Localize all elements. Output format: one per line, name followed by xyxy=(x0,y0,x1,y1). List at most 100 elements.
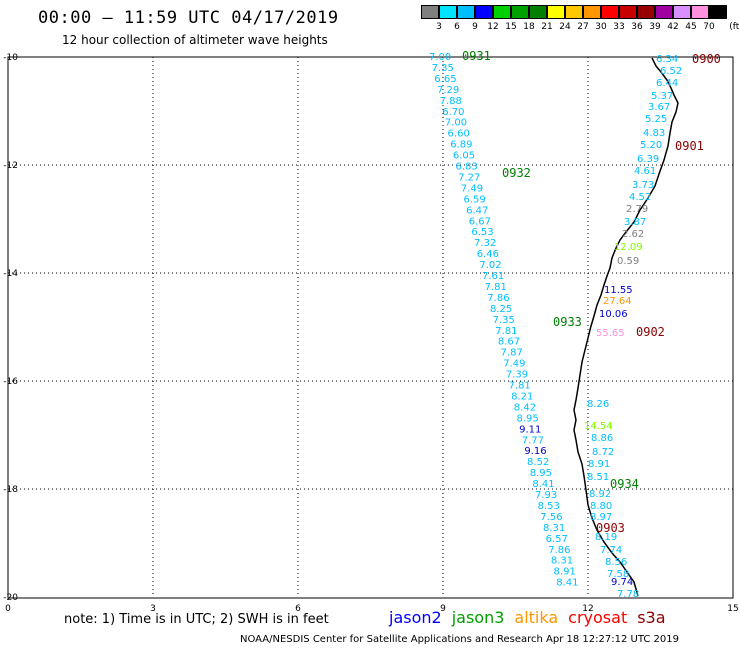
color-scale-swatch xyxy=(565,5,583,19)
wave-height-value: 7.35 xyxy=(493,315,515,326)
color-scale-swatch xyxy=(493,5,511,19)
wave-height-value: 7.81 xyxy=(495,326,517,337)
color-scale-swatch xyxy=(709,5,727,19)
color-scale-swatch xyxy=(601,5,619,19)
altimeter-track-a: 7.007.356.657.297.886.707.006.606.896.05… xyxy=(429,52,578,589)
wave-height-value: 7.88 xyxy=(440,96,462,107)
wave-height-value: 55.65 xyxy=(596,328,625,339)
wave-height-value: 14.54 xyxy=(584,421,613,432)
color-scale-label: 12 xyxy=(487,22,499,32)
wave-height-value: 4.61 xyxy=(634,166,656,177)
satellite-legend-item: cryosat xyxy=(568,608,628,627)
color-scale-swatch xyxy=(637,5,655,19)
wave-height-value: 8.31 xyxy=(543,523,565,534)
color-scale-swatch xyxy=(691,5,709,19)
wave-height-value: 7.00 xyxy=(445,118,467,129)
wave-height-value: 7.49 xyxy=(461,183,483,194)
color-scale-label: 15 xyxy=(505,22,517,32)
color-scale-swatch xyxy=(529,5,547,19)
y-tick-label: -20 xyxy=(3,593,18,603)
coastline xyxy=(573,57,679,597)
wave-height-value: 8.51 xyxy=(587,472,609,483)
wave-height-value: 5.20 xyxy=(640,140,662,151)
wave-height-value: 8.21 xyxy=(511,391,533,402)
wave-height-value: 8.52 xyxy=(527,457,549,468)
pass-label: 0934 xyxy=(610,477,639,491)
wave-height-value: 8.72 xyxy=(592,447,614,458)
wave-height-value: 7.81 xyxy=(509,381,531,392)
satellite-legend-item: jason2 xyxy=(389,608,442,627)
color-scale-label: 3 xyxy=(436,22,442,32)
map-title: 00:00 – 11:59 UTC 04/17/2019 xyxy=(38,8,339,28)
x-tick-label: 0 xyxy=(5,604,11,614)
wave-height-value: 8.80 xyxy=(590,501,612,512)
wave-height-value: 6.60 xyxy=(448,129,470,140)
wave-height-value: 7.87 xyxy=(501,348,523,359)
wave-height-value: 6.57 xyxy=(546,534,568,545)
wave-height-value: 6.65 xyxy=(434,74,456,85)
x-tick-label: 6 xyxy=(295,604,301,614)
color-scale-swatch xyxy=(655,5,673,19)
wave-height-value: 6.83 xyxy=(456,162,478,173)
wave-height-value: 8.91 xyxy=(588,459,610,470)
color-scale-swatch xyxy=(583,5,601,19)
satellite-legend-item: s3a xyxy=(637,608,666,627)
color-scale-label: 42 xyxy=(667,22,679,32)
y-tick-label: -18 xyxy=(3,485,18,495)
color-scale-label: 27 xyxy=(577,22,589,32)
wave-height-value: 8.97 xyxy=(590,512,612,523)
axis-ticks: 0 3 6 9 12 15 -10 -12 -14 -16 -18 -20 xyxy=(3,53,738,614)
wave-height-value: 0.59 xyxy=(617,256,639,267)
color-scale-swatch xyxy=(439,5,457,19)
wave-height-value: 4.52 xyxy=(629,192,651,203)
wave-height-value: 4.83 xyxy=(643,128,665,139)
wave-height-value: 6.39 xyxy=(637,154,659,165)
wave-height-value: 8.31 xyxy=(551,556,573,567)
color-scale-label: 6 xyxy=(454,22,460,32)
color-scale-label: 30 xyxy=(595,22,607,32)
wave-height-value: 8.91 xyxy=(554,567,576,578)
wave-height-value: 9.11 xyxy=(519,424,541,435)
color-scale-label: 18 xyxy=(523,22,535,32)
wave-height-value: 12.09 xyxy=(614,242,643,253)
wave-height-value: 7.56 xyxy=(540,512,562,523)
wave-height-value: 8.26 xyxy=(587,399,609,410)
wave-height-value: 3.67 xyxy=(648,102,670,113)
satellite-legend-item: altika xyxy=(514,608,559,627)
satellite-legend-item: jason3 xyxy=(451,608,505,627)
wave-height-value: 9.16 xyxy=(524,446,546,457)
wave-height-value: 8.92 xyxy=(589,489,611,500)
wave-height-value: 7.35 xyxy=(432,63,454,74)
wave-height-value: 2.79 xyxy=(626,204,648,215)
color-scale-label: 39 xyxy=(649,22,661,32)
x-tick-label: 9 xyxy=(440,604,446,614)
pass-labels: 0931 0900 0901 0932 0933 0902 0934 0903 xyxy=(462,49,721,535)
wave-height-value: 7.00 xyxy=(429,52,451,63)
color-scale-swatch xyxy=(475,5,493,19)
wave-height-value: 7.29 xyxy=(437,85,459,96)
wave-height-value: 8.42 xyxy=(514,402,536,413)
wave-height-value: 7.49 xyxy=(503,359,525,370)
wave-height-value: 6.34 xyxy=(656,54,678,65)
color-scale-label: 45 xyxy=(685,22,697,32)
color-scale-label: 9 xyxy=(472,22,478,32)
color-scale-label: 33 xyxy=(613,22,625,32)
wave-height-value: 8.25 xyxy=(490,304,512,315)
map-grid xyxy=(8,57,733,597)
footer-credit: NOAA/NESDIS Center for Satellite Applica… xyxy=(240,634,679,645)
map-frame xyxy=(7,56,734,599)
color-scale-label: 36 xyxy=(631,22,643,32)
wave-height-value: 8.56 xyxy=(605,557,627,568)
wave-height-value: 6.44 xyxy=(656,78,678,89)
wave-height-value: 6.53 xyxy=(471,227,493,238)
map-subtitle: 12 hour collection of altimeter wave hei… xyxy=(62,33,328,47)
color-scale-swatch xyxy=(673,5,691,19)
pass-label: 0900 xyxy=(692,52,721,66)
wave-height-value: 8.95 xyxy=(530,468,552,479)
wave-height-value: 8.95 xyxy=(516,413,538,424)
wave-height-value: 6.89 xyxy=(450,140,472,151)
wave-height-value: 7.93 xyxy=(535,490,557,501)
wave-height-value: 7.86 xyxy=(548,545,570,556)
color-scale-swatch xyxy=(547,5,565,19)
pass-label: 0901 xyxy=(675,139,704,153)
